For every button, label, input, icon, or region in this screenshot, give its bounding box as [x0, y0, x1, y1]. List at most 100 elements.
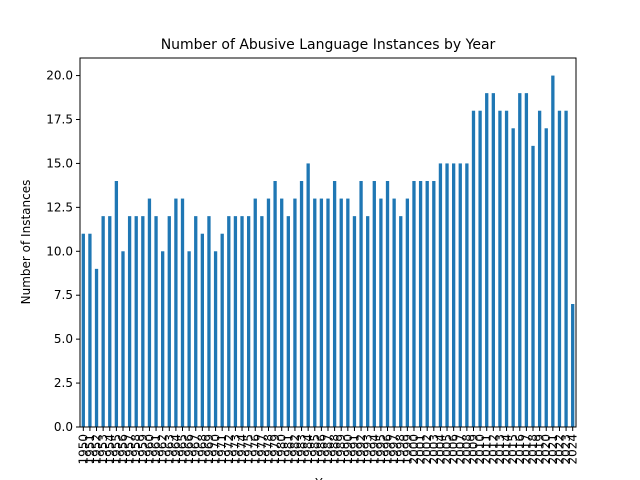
bar — [425, 181, 429, 427]
x-tick-label: 1959 — [136, 434, 150, 465]
y-tick-label: 12.5 — [46, 200, 73, 214]
x-tick-label: 1981 — [281, 434, 295, 465]
y-tick-label: 2.5 — [54, 376, 73, 390]
bar — [313, 198, 317, 427]
bar — [531, 145, 535, 427]
x-tick-label: 2012 — [486, 434, 500, 465]
y-tick-label: 20.0 — [46, 69, 73, 83]
bar — [332, 181, 337, 427]
x-tick-label: 1970 — [209, 434, 223, 465]
x-tick-label: 1950 — [76, 434, 90, 465]
x-tick-label: 1994 — [367, 434, 381, 465]
x-tick-label: 1984 — [301, 434, 315, 465]
bar — [266, 198, 271, 427]
bar — [366, 216, 370, 427]
bar — [114, 181, 119, 427]
bar — [127, 216, 132, 427]
x-tick-label: 2010 — [473, 434, 487, 465]
bar — [392, 198, 396, 427]
x-tick-label: 1992 — [354, 434, 368, 465]
y-axis-label: Number of Instances — [19, 180, 33, 305]
x-tick-label: 1997 — [387, 434, 401, 465]
x-tick-label: 1980 — [275, 434, 289, 465]
x-tick-label: 2007 — [453, 434, 467, 465]
x-tick-label: 2006 — [447, 434, 461, 465]
bar — [88, 233, 92, 427]
x-tick-label: 1962 — [156, 434, 170, 465]
x-tick-label: 1978 — [261, 434, 275, 465]
x-tick-label: 2021 — [546, 434, 560, 465]
x-tick-label: 1977 — [255, 434, 269, 465]
x-tick-label: 1958 — [129, 434, 143, 465]
bar — [326, 198, 330, 427]
bar — [154, 216, 158, 427]
bar — [498, 110, 502, 427]
bar — [491, 93, 495, 428]
x-tick-label: 1999 — [400, 434, 414, 465]
chart-title: Number of Abusive Language Instances by … — [161, 37, 496, 53]
bar — [246, 216, 251, 427]
bar — [167, 216, 171, 427]
x-tick-label: 1951 — [83, 434, 97, 465]
bar — [524, 93, 529, 428]
bar — [518, 93, 522, 428]
bar — [319, 198, 324, 427]
bar — [458, 163, 462, 427]
x-tick-label: 2013 — [493, 434, 507, 465]
x-tick-label: 1985 — [308, 434, 322, 465]
bar — [359, 181, 363, 427]
bar — [352, 216, 357, 427]
bar — [81, 233, 85, 427]
x-tick-label: 1952 — [90, 434, 104, 465]
x-tick-label: 1957 — [123, 434, 137, 465]
bar — [280, 198, 284, 427]
y-tick-label: 0.0 — [54, 420, 73, 434]
bar — [564, 110, 568, 427]
x-tick-label: 1979 — [268, 434, 282, 465]
bar — [194, 216, 198, 427]
bar — [412, 181, 416, 427]
x-tick-label: 2019 — [533, 434, 547, 465]
y-tick-label: 7.5 — [54, 288, 73, 302]
x-tick-label: 2017 — [519, 434, 533, 465]
x-tick-label: 1973 — [228, 434, 242, 465]
bar — [240, 216, 244, 427]
x-tick-label: 1967 — [189, 434, 203, 465]
x-tick-label: 1975 — [242, 434, 256, 465]
bar — [551, 75, 555, 428]
x-tick-label: 1960 — [142, 434, 156, 465]
bar — [445, 163, 449, 427]
x-tick-label: 2015 — [506, 434, 520, 465]
x-tick-label: 2002 — [420, 434, 434, 465]
bar — [432, 181, 436, 427]
x-tick-label: 2020 — [539, 434, 553, 465]
bar — [141, 216, 145, 427]
bar — [504, 110, 509, 427]
bar — [94, 268, 99, 427]
x-tick-label: 1963 — [162, 434, 176, 465]
x-tick-label: 1988 — [328, 434, 342, 465]
bar — [557, 110, 562, 427]
bar — [485, 93, 489, 428]
x-tick-label: 1987 — [321, 434, 335, 465]
x-tick-label: 1982 — [288, 434, 302, 465]
x-tick-label: 1986 — [314, 434, 328, 465]
bar — [571, 304, 575, 427]
bar — [134, 216, 138, 427]
x-tick-label: 1969 — [202, 434, 216, 465]
bar — [180, 198, 185, 427]
x-tick-label: 1976 — [248, 434, 262, 465]
bar — [346, 198, 350, 427]
y-tick-label: 5.0 — [54, 332, 73, 346]
x-tick-label: 2022 — [552, 434, 566, 465]
x-tick-label: 2004 — [433, 434, 447, 465]
x-tick-label: 2014 — [500, 434, 514, 465]
y-tick-label: 17.5 — [46, 113, 73, 127]
x-tick-label: 2005 — [440, 434, 454, 465]
x-tick-label: 2016 — [513, 434, 527, 465]
bar — [379, 198, 383, 427]
x-tick-label: 2001 — [414, 434, 428, 465]
x-tick-label: 2003 — [427, 434, 441, 465]
bar — [207, 216, 211, 427]
